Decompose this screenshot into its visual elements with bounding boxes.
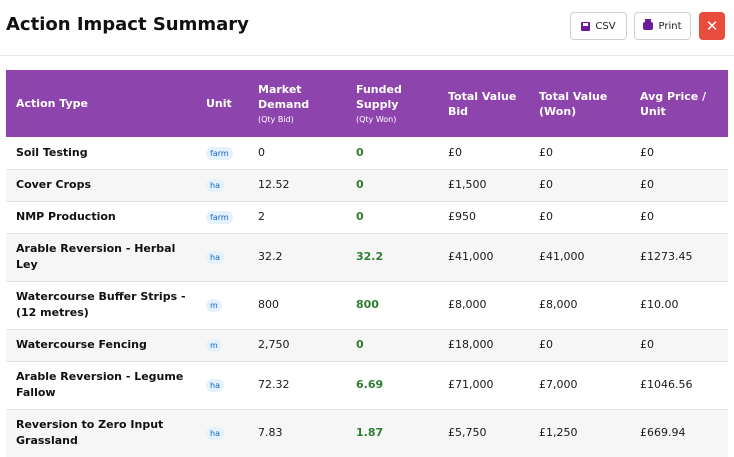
cell-avg-price: £0 [630,201,728,234]
cell-action-type: Watercourse Fencing [6,329,196,362]
cell-total-value-bid: £41,000 [438,233,529,282]
col-header-total-value-won[interactable]: Total Value (Won) [529,70,630,137]
col-subheader-qty-won: (Qty Won) [356,114,397,124]
cell-action-type: NMP Production [6,201,196,234]
unit-badge: m [206,339,222,352]
cell-market-demand: 72.32 [248,361,346,410]
unit-badge: ha [206,379,224,392]
table-row: Arable Reversion - Legume Fallow ha 72.3… [6,361,728,410]
cell-total-value-bid: £18,000 [438,329,529,362]
cell-funded-supply: 0 [346,169,438,202]
cell-total-value-bid: £0 [438,137,529,170]
cell-total-value-won: £1,250 [529,409,630,457]
col-header-market-demand[interactable]: Market Demand (Qty Bid) [248,70,346,137]
col-subheader-qty-bid: (Qty Bid) [258,114,294,124]
page-title: Action Impact Summary [6,14,249,35]
cell-avg-price: £1273.45 [630,233,728,282]
close-icon: ✕ [705,17,719,35]
cell-funded-supply: 6.69 [346,361,438,410]
cell-market-demand: 2 [248,201,346,234]
cell-funded-supply: 0 [346,329,438,362]
cell-total-value-won: £8,000 [529,281,630,330]
cell-market-demand: 2,750 [248,329,346,362]
csv-export-button[interactable]: CSV [570,12,627,40]
cell-avg-price: £0 [630,137,728,170]
cell-total-value-won: £7,000 [529,361,630,410]
unit-badge: ha [206,179,224,192]
save-icon [581,21,591,31]
cell-action-type: Arable Reversion - Herbal Ley [6,233,196,282]
col-header-action-type[interactable]: Action Type [6,70,196,137]
cell-action-type: Cover Crops [6,169,196,202]
cell-total-value-bid: £950 [438,201,529,234]
table-row: Watercourse Fencing m 2,750 0 £18,000 £0… [6,329,728,362]
cell-total-value-won: £0 [529,169,630,202]
cell-total-value-won: £41,000 [529,233,630,282]
col-header-avg-price[interactable]: Avg Price / Unit [630,70,728,137]
cell-total-value-won: £0 [529,137,630,170]
table-row: NMP Production farm 2 0 £950 £0 £0 [6,201,728,234]
cell-total-value-bid: £1,500 [438,169,529,202]
cell-action-type: Arable Reversion - Legume Fallow [6,361,196,410]
impact-table-container: Action Type Unit Market Demand (Qty Bid) … [6,70,728,457]
cell-total-value-won: £0 [529,329,630,362]
col-header-funded-supply[interactable]: Funded Supply (Qty Won) [346,70,438,137]
table-row: Arable Reversion - Herbal Ley ha 32.2 32… [6,233,728,282]
unit-badge: farm [206,146,233,160]
print-label: Print [658,20,682,32]
cell-avg-price: £1046.56 [630,361,728,410]
cell-total-value-bid: £5,750 [438,409,529,457]
table-header-row: Action Type Unit Market Demand (Qty Bid) … [6,70,728,137]
cell-market-demand: 800 [248,281,346,330]
page-header: Action Impact Summary CSV Print ✕ [0,0,734,56]
cell-action-type: Reversion to Zero Input Grassland [6,409,196,457]
cell-action-type: Watercourse Buffer Strips - (12 metres) [6,281,196,330]
table-row: Watercourse Buffer Strips - (12 metres) … [6,281,728,330]
csv-label: CSV [595,20,616,32]
cell-market-demand: 32.2 [248,233,346,282]
unit-badge: m [206,299,222,312]
cell-funded-supply: 1.87 [346,409,438,457]
cell-avg-price: £0 [630,329,728,362]
cell-total-value-bid: £8,000 [438,281,529,330]
cell-avg-price: £669.94 [630,409,728,457]
cell-funded-supply: 800 [346,281,438,330]
cell-market-demand: 12.52 [248,169,346,202]
print-button[interactable]: Print [634,12,691,40]
cell-total-value-won: £0 [529,201,630,234]
close-button[interactable]: ✕ [699,12,725,40]
col-header-unit[interactable]: Unit [196,70,248,137]
cell-action-type: Soil Testing [6,137,196,170]
printer-icon [643,19,654,30]
col-header-total-value-bid[interactable]: Total Value Bid [438,70,529,137]
table-row: Soil Testing farm 0 0 £0 £0 £0 [6,137,728,170]
table-row: Cover Crops ha 12.52 0 £1,500 £0 £0 [6,169,728,202]
cell-avg-price: £0 [630,169,728,202]
cell-total-value-bid: £71,000 [438,361,529,410]
cell-funded-supply: 0 [346,137,438,170]
table-row: Reversion to Zero Input Grassland ha 7.8… [6,409,728,457]
cell-funded-supply: 0 [346,201,438,234]
cell-market-demand: 7.83 [248,409,346,457]
impact-table: Action Type Unit Market Demand (Qty Bid) … [6,70,728,457]
cell-market-demand: 0 [248,137,346,170]
unit-badge: ha [206,427,224,440]
cell-funded-supply: 32.2 [346,233,438,282]
unit-badge: ha [206,251,224,264]
cell-avg-price: £10.00 [630,281,728,330]
unit-badge: farm [206,211,233,224]
